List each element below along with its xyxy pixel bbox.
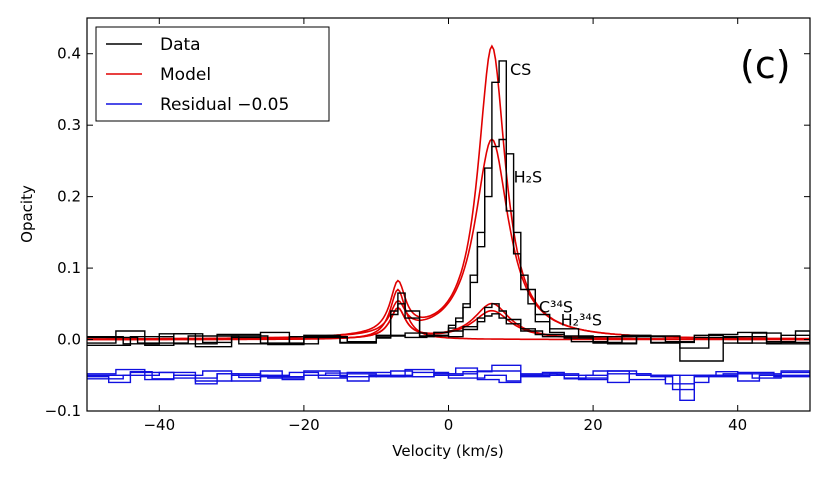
y-tick-label: 0.0 [57, 331, 81, 349]
series-residual-4 [87, 370, 810, 379]
model-curve-h2s [87, 138, 810, 340]
annotation-cs: CS [510, 60, 531, 79]
legend: Data Model Residual −0.05 [95, 26, 330, 122]
panel-label: (c) [740, 43, 791, 87]
x-tick-label: −20 [288, 416, 320, 434]
y-tick-label: 0.4 [57, 45, 81, 63]
y-tick-label: 0.3 [57, 116, 81, 134]
model-curve-secondary [87, 288, 810, 341]
series-data-h2s [87, 138, 810, 348]
x-tick-label: 0 [444, 416, 454, 434]
legend-label-residual: Residual −0.05 [160, 95, 289, 115]
y-tick-label: 0.1 [57, 259, 81, 277]
annotation-h2s: H₂S [514, 167, 543, 186]
annotation-h234s: H₂³⁴S [561, 310, 602, 329]
y-tick-label: −0.1 [45, 402, 81, 420]
x-tick-label: 20 [584, 416, 603, 434]
series-residual-2 [87, 364, 810, 385]
axis-ticks: −40 −20 0 20 40 −0.1 0.0 0.1 0.2 0.3 0.4 [45, 18, 810, 434]
legend-label-data: Data [160, 35, 201, 55]
residual-series [87, 364, 810, 401]
series-residual-3 [87, 370, 810, 401]
x-tick-label: −40 [143, 416, 175, 434]
x-tick-label: 40 [728, 416, 747, 434]
y-tick-label: 0.2 [57, 188, 81, 206]
annotation-c34s: C³⁴S [539, 297, 573, 316]
legend-label-model: Model [160, 65, 211, 85]
data-series [87, 60, 810, 362]
series-data-h234s [87, 313, 810, 345]
x-axis-label: Velocity (km/s) [392, 442, 503, 460]
y-axis-label: Opacity [18, 185, 36, 243]
